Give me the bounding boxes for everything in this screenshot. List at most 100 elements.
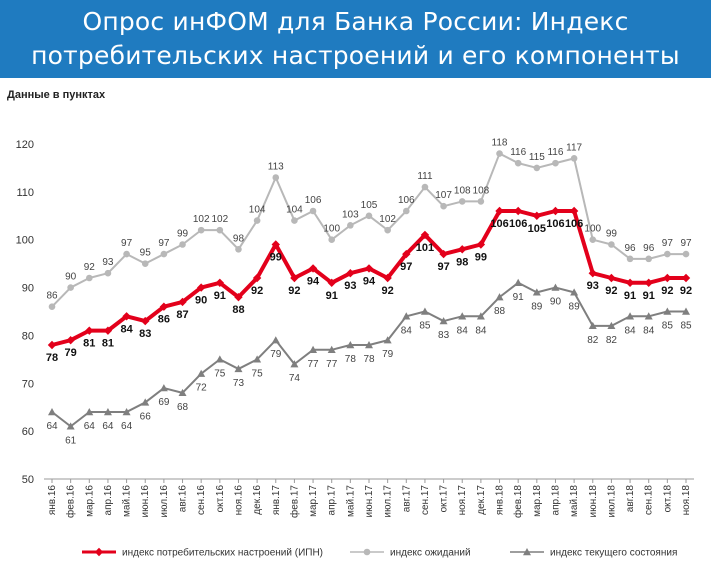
data-label: 82	[587, 335, 599, 346]
data-point	[626, 312, 635, 320]
x-tick-label: июн.18	[588, 485, 599, 518]
data-label: 104	[286, 205, 303, 216]
data-label: 118	[492, 138, 508, 149]
data-label: 84	[475, 325, 487, 336]
data-label: 91	[326, 290, 338, 302]
data-label: 106	[490, 218, 508, 230]
data-label: 84	[624, 325, 636, 336]
legend-item-1: индекс ожиданий	[350, 548, 471, 559]
data-point	[533, 164, 541, 172]
line-chart: Данные в пунктах 50 60 70 80 90 100 110 120 янв…	[7, 89, 694, 559]
data-point	[290, 273, 299, 283]
data-point	[215, 278, 225, 287]
data-point	[216, 226, 224, 234]
data-point	[402, 249, 411, 259]
data-label: 87	[176, 309, 188, 321]
series-0	[47, 206, 691, 350]
data-point	[178, 297, 187, 307]
data-point	[495, 293, 504, 301]
data-point	[477, 198, 485, 205]
data-label: 81	[83, 338, 95, 350]
data-point	[625, 278, 635, 287]
x-tick-label: сен.16	[196, 485, 207, 515]
x-tick-label: апр.18	[550, 485, 561, 516]
data-label: 95	[140, 248, 152, 259]
data-point	[458, 245, 467, 254]
data-label: 90	[65, 272, 77, 283]
data-point	[291, 217, 298, 224]
data-point	[48, 303, 56, 311]
data-label: 88	[232, 304, 244, 316]
data-point	[644, 278, 653, 287]
data-point	[309, 207, 317, 215]
data-label: 98	[233, 233, 245, 244]
data-point	[346, 341, 355, 349]
data-point	[644, 312, 653, 320]
data-label: 100	[323, 224, 340, 235]
data-label: 90	[195, 295, 207, 307]
data-label: 93	[102, 257, 114, 268]
data-point	[141, 398, 150, 406]
legend-label: индекс ожиданий	[390, 548, 471, 559]
data-point	[383, 273, 392, 283]
data-label: 68	[177, 402, 189, 413]
data-label: 84	[401, 325, 413, 336]
series-2	[48, 278, 690, 430]
data-point	[253, 355, 262, 363]
x-tick-label: июл.17	[383, 485, 394, 518]
x-tick-label: фев.16	[65, 485, 77, 518]
data-point	[271, 336, 280, 344]
data-point	[327, 278, 336, 287]
data-label: 104	[249, 205, 266, 216]
data-label: 117	[566, 142, 582, 153]
data-label: 99	[475, 252, 487, 264]
data-label: 100	[584, 224, 601, 235]
x-tick-label: окт.17	[439, 485, 450, 513]
data-point	[347, 222, 354, 229]
data-label: 101	[416, 242, 434, 254]
y-tick-label: 50	[22, 474, 34, 486]
data-label: 78	[46, 352, 58, 364]
data-point	[159, 384, 168, 392]
data-label: 105	[361, 200, 378, 211]
data-label: 96	[624, 243, 636, 254]
data-point	[327, 345, 336, 353]
data-point	[196, 283, 206, 292]
x-tick-label: апр.17	[327, 485, 338, 516]
data-point	[252, 273, 262, 283]
legend-item-2: индекс текущего состояния	[510, 548, 677, 559]
data-point	[588, 269, 597, 278]
data-label: 97	[121, 238, 133, 249]
x-tick-label: май.17	[345, 485, 356, 517]
data-point	[66, 422, 75, 430]
data-label: 90	[550, 297, 562, 308]
x-tick-label: сен.18	[644, 485, 655, 515]
page-title: Опрос инФОМ для Банка России: Индекс пот…	[31, 7, 680, 70]
x-tick-label: янв.16	[47, 485, 58, 516]
data-point	[476, 240, 486, 249]
data-point	[440, 202, 447, 210]
y-tick-label: 90	[22, 283, 34, 295]
data-point	[570, 155, 578, 162]
data-label: 108	[454, 185, 471, 196]
data-label: 89	[569, 301, 581, 312]
data-label: 66	[140, 411, 152, 422]
x-tick-label: дек.16	[252, 485, 263, 515]
data-point	[48, 408, 56, 416]
data-point	[178, 388, 187, 397]
data-point	[197, 226, 205, 234]
data-point	[495, 206, 504, 216]
data-point	[234, 364, 243, 373]
data-point	[420, 307, 429, 315]
data-label: 106	[509, 218, 527, 230]
data-label: 93	[344, 280, 356, 292]
data-point	[85, 274, 93, 282]
data-label: 99	[606, 229, 618, 240]
data-point	[402, 312, 411, 320]
data-label: 79	[270, 349, 282, 360]
data-point	[682, 307, 690, 315]
data-label: 102	[211, 214, 228, 225]
data-label: 115	[529, 152, 545, 163]
data-label: 107	[435, 190, 452, 201]
